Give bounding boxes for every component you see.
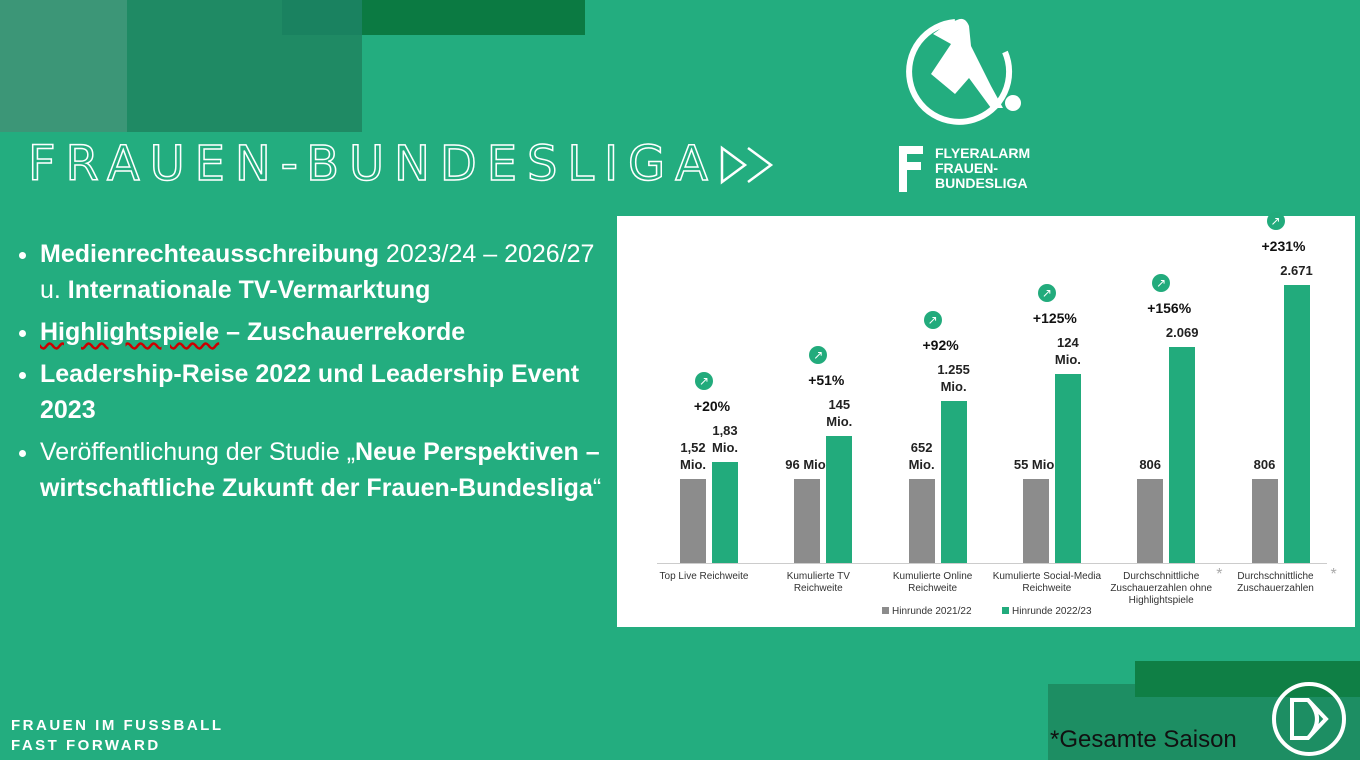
title-svg: FRAUEN-BUNDESLIGA <box>27 135 774 193</box>
change-icon: ↗ <box>695 371 713 390</box>
value-label: 96 Mio. <box>785 457 830 472</box>
bar <box>1251 479 1278 563</box>
change-label: +125% <box>1032 309 1077 326</box>
bullet-text: 2023/24 – 2026/27 u. <box>40 240 595 304</box>
footer-line: FAST FORWARD <box>11 737 161 754</box>
footer-line: FRAUEN IM FUSSBALL <box>11 717 224 734</box>
change-icon: ↗ <box>1266 211 1285 230</box>
logo-text: BUNDESLIGA <box>935 175 1028 191</box>
category-label: Kumulierte TV Reichweite <box>786 571 850 594</box>
change-icon: ↗ <box>809 346 828 365</box>
axis-line <box>657 563 1327 564</box>
arrow-icon <box>720 145 774 185</box>
asterisk: * <box>1330 566 1337 583</box>
change-label: +156% <box>1147 300 1192 317</box>
value-label: 806 <box>1139 457 1162 472</box>
logo: FLYERALARM FRAUEN- BUNDESLIGA <box>899 18 1030 192</box>
bullet-text: Veröffentlichung der Studie „ <box>40 438 356 466</box>
title: FRAUEN-BUNDESLIGA <box>28 136 708 192</box>
bar <box>908 479 935 563</box>
category-label: Kumulierte Online Reichweite <box>892 571 973 594</box>
bar <box>1054 373 1081 563</box>
legend-item: Hinrunde 2021/22 <box>882 606 975 617</box>
bar <box>826 436 853 563</box>
logo-text: FRAUEN- <box>935 160 998 176</box>
category-label: Top Live Reichweite <box>659 571 749 582</box>
bar <box>1022 479 1049 563</box>
value-label: 652 Mio. <box>908 440 935 472</box>
change-label: +231% <box>1261 237 1306 254</box>
bar <box>940 401 967 563</box>
chart: 1,52 Mio. 1,83 Mio. +20% ↗ Top Live Reichwei… <box>617 211 1355 627</box>
bullet-text: Highlightspiele <box>40 318 220 346</box>
bullet: Leadership-Reise 2022 und Leadership Eve… <box>40 356 608 428</box>
change-icon: ↗ <box>1152 274 1171 293</box>
bullet: Medienrechteausschreibung 2023/24 – 2026… <box>40 236 608 308</box>
bullet-list: Medienrechteausschreibung 2023/24 – 2026… <box>18 236 608 512</box>
change-icon: ↗ <box>923 311 942 330</box>
legend-text: Hinrunde 2021/22 <box>892 606 972 617</box>
dfb-logo <box>1272 682 1346 756</box>
bullet-text: Medienrechteausschreibung <box>40 240 379 268</box>
bar <box>712 461 738 563</box>
bar <box>1283 284 1310 563</box>
logo-text: FLYERALARM <box>935 145 1030 161</box>
legend-text: Hinrunde 2022/23 <box>1012 606 1092 617</box>
bullet-text: – Zuschauerrekorde <box>219 318 466 346</box>
footer: FRAUEN IM FUSSBALL FAST FORWARD <box>11 716 224 756</box>
bullet-text: Leadership-Reise 2022 und Leadership Eve… <box>40 360 580 424</box>
asterisk: * <box>1216 566 1223 583</box>
bar <box>1169 347 1196 563</box>
bullet-text: Internationale TV-Vermarktung <box>67 276 431 304</box>
value-label: 145 Mio. <box>826 397 853 430</box>
deco <box>282 0 362 35</box>
value-label: 1.255 Mio. <box>937 362 970 395</box>
bar <box>680 479 706 563</box>
value-label: 2.671 <box>1280 262 1313 278</box>
deco <box>362 0 585 35</box>
value-label: 1,52 Mio. <box>680 440 706 472</box>
bullet: Highlightspiele – Zuschauerrekorde <box>40 314 608 350</box>
deco <box>0 0 127 132</box>
legend-swatch <box>1002 607 1009 614</box>
category-label: Kumulierte Social-Media Reichweite <box>992 571 1102 594</box>
value-label: 2.069 <box>1165 325 1199 341</box>
bar <box>1137 479 1164 563</box>
value-label: 806 <box>1253 457 1276 472</box>
change-label: +92% <box>922 337 959 354</box>
legend-swatch <box>882 607 889 614</box>
change-icon: ↗ <box>1037 283 1056 302</box>
bullet-text: Neue Perspektiven – wirtschaftliche Zuku… <box>40 438 600 502</box>
bullet: Veröffentlichung der Studie „Neue Perspe… <box>40 434 608 506</box>
value-label: 124 Mio. <box>1054 334 1081 367</box>
bullet-text: “ <box>592 474 602 502</box>
legend-item: Hinrunde 2022/23 <box>1002 606 1095 617</box>
bar <box>794 479 821 563</box>
category-label: Durchschnittliche Zuschauerzahlen <box>1237 571 1314 594</box>
value-label: 1,83 Mio. <box>712 422 738 455</box>
category-label: Durchschnittliche Zuschauerzahlen ohne H… <box>1110 571 1213 606</box>
value-label: 55 Mio. <box>1013 457 1058 472</box>
deco <box>1135 661 1360 697</box>
change-label: +20% <box>693 397 731 414</box>
footnote: *Gesamte Saison <box>1050 726 1237 753</box>
change-label: +51% <box>808 372 845 389</box>
